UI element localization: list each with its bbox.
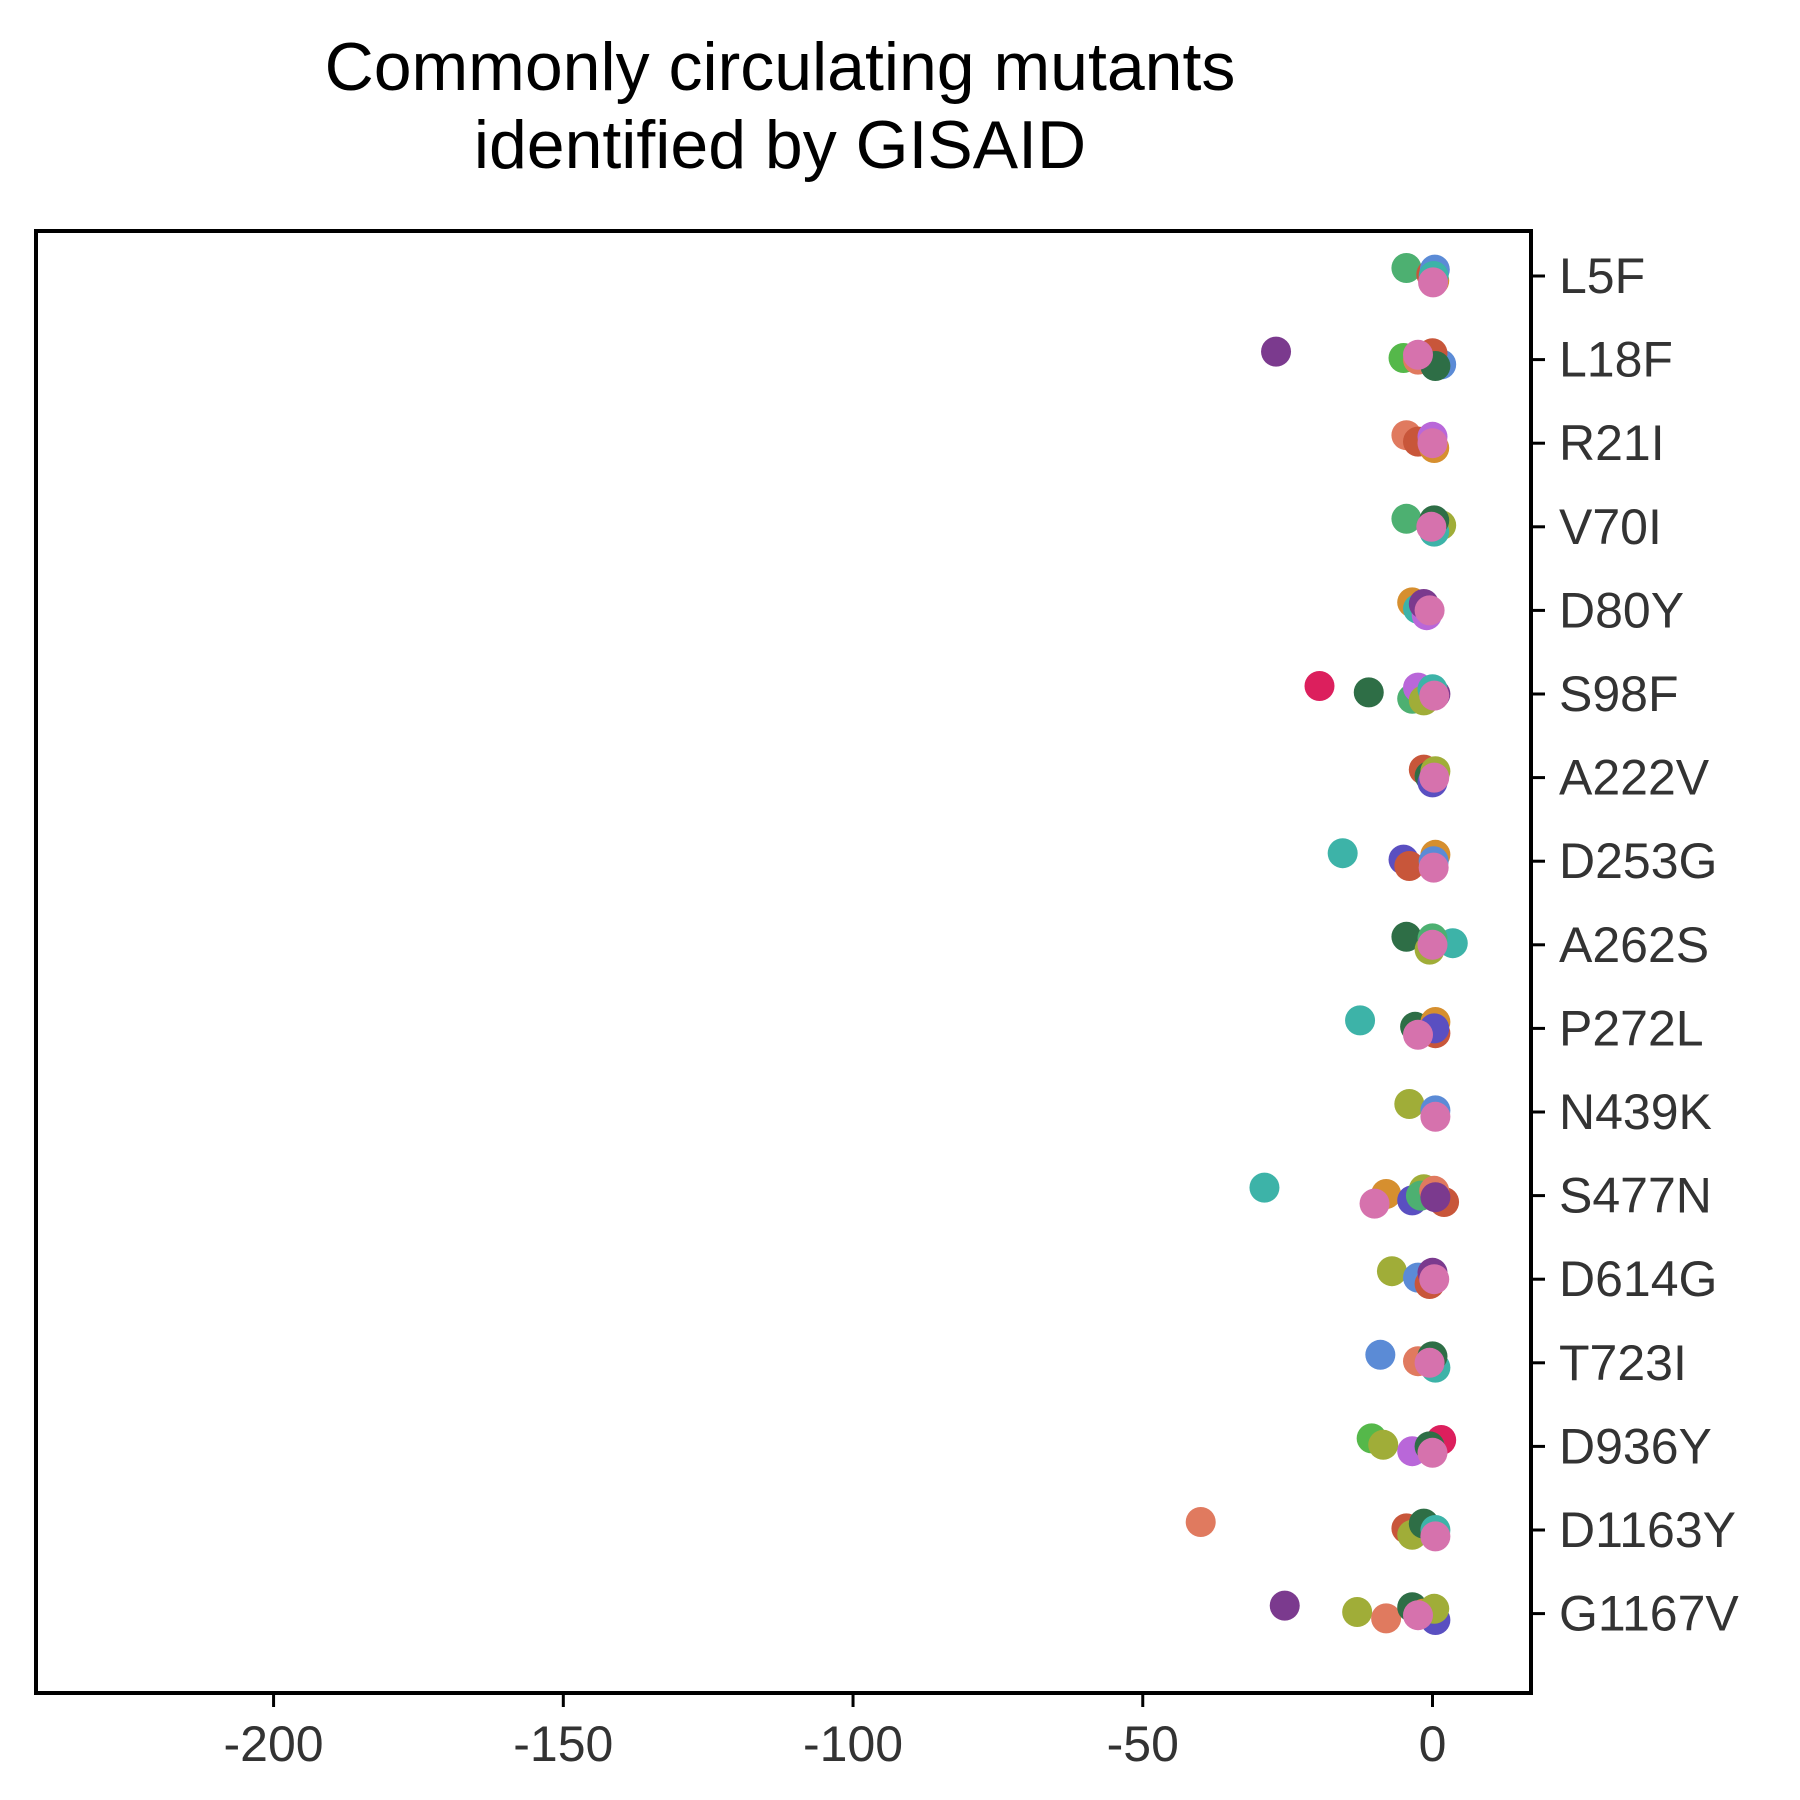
data-point-g1167v <box>1403 1600 1434 1631</box>
data-point-s98f <box>1304 671 1335 701</box>
y-tick-label-l5f: L5F <box>1559 248 1645 304</box>
data-point-a262s <box>1417 929 1448 960</box>
y-tick-label-d1163y: D1163Y <box>1559 1502 1736 1558</box>
data-point-r21i <box>1417 428 1448 459</box>
y-tick-label-s477n: S477N <box>1559 1168 1712 1224</box>
y-tick-label-r21i: R21I <box>1559 415 1665 471</box>
data-point-d614g <box>1419 1264 1450 1295</box>
data-point-g1167v <box>1342 1597 1373 1627</box>
data-point-g1167v <box>1371 1603 1402 1634</box>
data-point-d80y <box>1414 595 1445 626</box>
data-point-d1163y <box>1420 1521 1451 1552</box>
data-point-p272l <box>1403 1019 1434 1050</box>
y-tick-label-a222v: A222V <box>1559 750 1710 806</box>
data-point-g1167v <box>1269 1590 1300 1621</box>
data-point-d253g <box>1418 852 1449 883</box>
y-tick-label-l18f: L18F <box>1559 332 1673 388</box>
data-point-s98f <box>1419 680 1450 711</box>
data-point-s477n <box>1249 1172 1280 1203</box>
y-tick-label-a262s: A262S <box>1559 917 1709 973</box>
data-point-s477n <box>1359 1188 1390 1219</box>
y-tick-label-d614g: D614G <box>1559 1251 1717 1307</box>
data-point-a222v <box>1419 762 1450 793</box>
chart-title-line-2: identified by GISAID <box>473 107 1087 183</box>
y-tick-label-t723i: T723I <box>1559 1335 1687 1391</box>
chart-title-line-1: Commonly circulating mutants <box>324 29 1236 105</box>
x-tick-label: -200 <box>224 1716 324 1772</box>
data-point-v70i <box>1391 503 1422 534</box>
data-point-d1163y <box>1185 1507 1216 1537</box>
y-tick-label-d253g: D253G <box>1559 833 1717 889</box>
y-tick-label-s98f: S98F <box>1559 666 1679 722</box>
data-point-v70i <box>1416 511 1447 542</box>
y-tick-label-g1167v: G1167V <box>1559 1586 1739 1642</box>
y-tick-label-d80y: D80Y <box>1559 582 1684 638</box>
chart-title: Commonly circulating mutants identified … <box>30 28 1530 184</box>
data-point-l5f <box>1391 253 1422 283</box>
data-point-l18f <box>1261 336 1292 367</box>
data-point-d936y <box>1417 1437 1448 1468</box>
data-point-l5f <box>1418 267 1449 298</box>
plot-frame <box>34 229 1533 1695</box>
data-point-n439k <box>1394 1089 1425 1119</box>
x-tick-label: -50 <box>1107 1716 1179 1772</box>
x-axis: -200 -150 -100 -50 0 <box>224 1693 1447 1772</box>
data-point-a262s <box>1391 921 1422 952</box>
data-point-l18f <box>1403 339 1434 370</box>
data-point-d614g <box>1376 1256 1407 1287</box>
x-tick-label: -150 <box>513 1716 613 1772</box>
y-tick-label-d936y: D936Y <box>1559 1418 1712 1474</box>
data-point-s477n <box>1420 1182 1451 1213</box>
data-point-s98f <box>1353 677 1384 708</box>
data-point-t723i <box>1414 1347 1445 1378</box>
data-point-d253g <box>1394 851 1425 881</box>
data-point-n439k <box>1420 1101 1451 1132</box>
data-point-p272l <box>1345 1005 1376 1036</box>
data-point-d936y <box>1368 1429 1399 1460</box>
y-tick-label-p272l: P272L <box>1559 1000 1704 1056</box>
x-tick-label: 0 <box>1419 1716 1447 1772</box>
x-tick-label: -100 <box>803 1716 903 1772</box>
data-point-d253g <box>1327 838 1358 869</box>
y-tick-label-n439k: N439K <box>1559 1084 1712 1140</box>
points-layer <box>1185 253 1468 1635</box>
y-axis: L5F L18F R21I V70I D80Y S98F A222V D253G A262S P2… <box>1531 248 1739 1642</box>
y-tick-label-v70i: V70I <box>1559 499 1662 555</box>
data-point-t723i <box>1365 1339 1396 1370</box>
